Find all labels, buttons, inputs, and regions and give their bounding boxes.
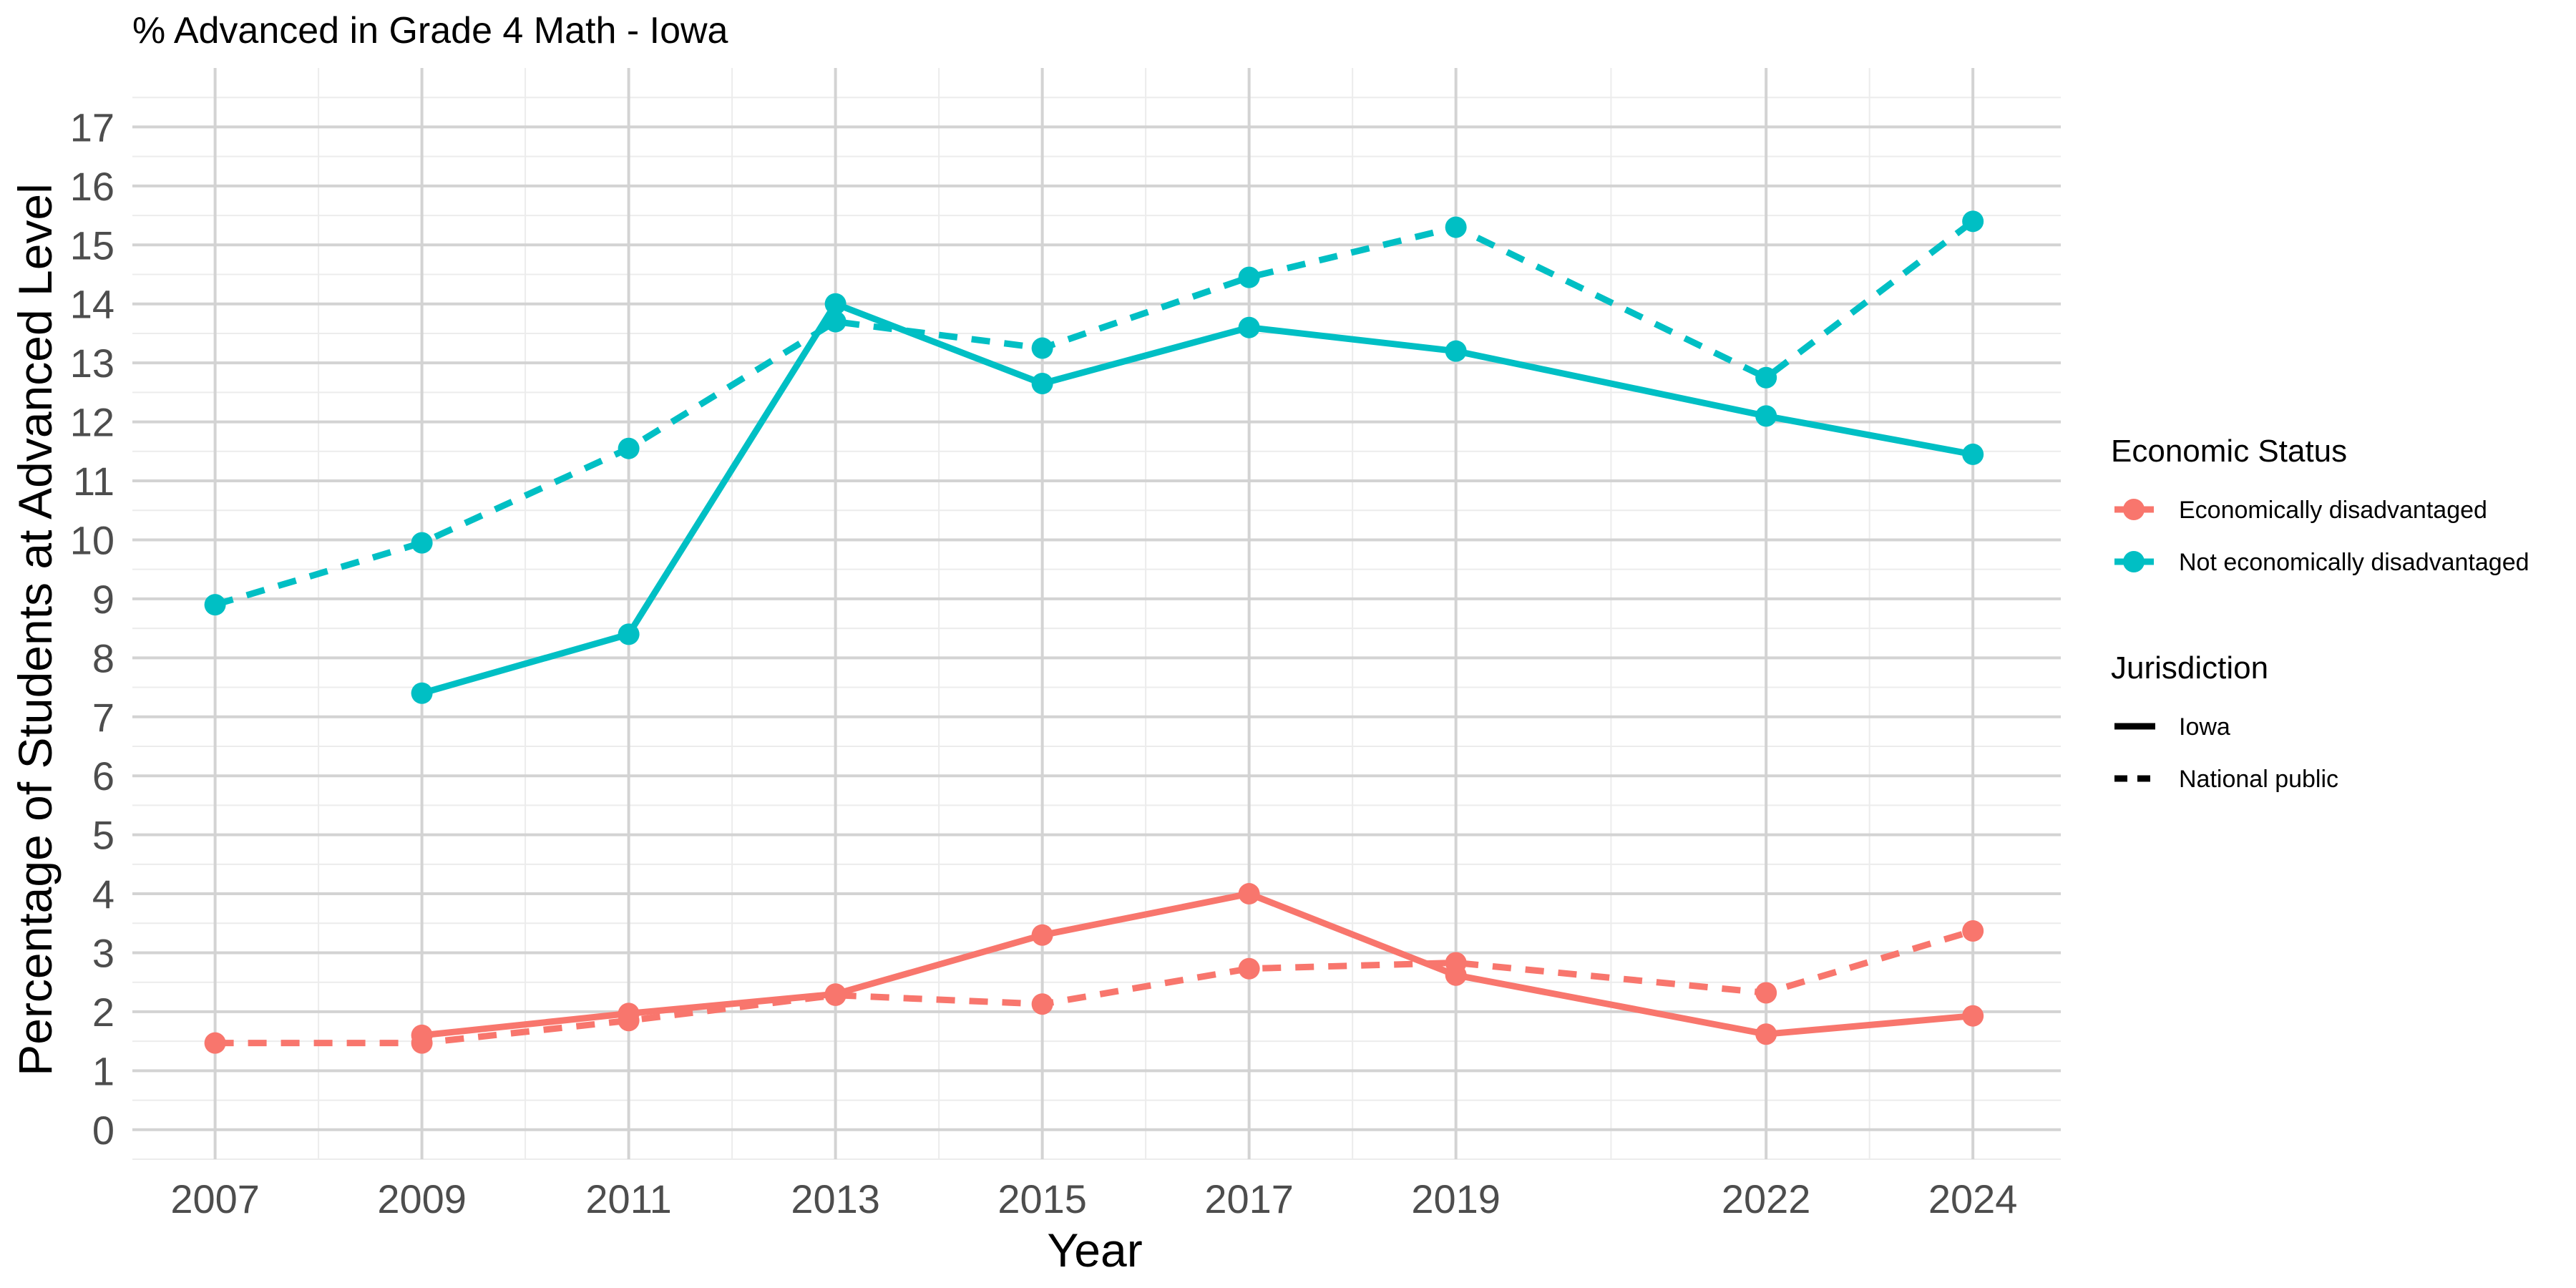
data-point xyxy=(618,1010,640,1032)
y-tick-label: 12 xyxy=(70,400,114,445)
x-tick-label: 2024 xyxy=(1928,1176,2018,1221)
data-point xyxy=(1238,316,1260,338)
x-tick-label: 2007 xyxy=(170,1176,260,1221)
y-tick-label: 17 xyxy=(70,104,114,150)
data-point xyxy=(1238,266,1260,288)
data-point xyxy=(204,594,226,616)
y-tick-label: 13 xyxy=(70,341,114,386)
y-tick-label: 0 xyxy=(92,1108,114,1153)
legend-title-economic-status: Economic Status xyxy=(2111,434,2347,469)
x-axis-ticks: 2007 2009 2011 2013 2015 2017 2019 2022 2024 xyxy=(170,1176,2017,1221)
y-tick-label: 10 xyxy=(70,517,114,562)
y-tick-label: 15 xyxy=(70,223,114,268)
data-point xyxy=(618,437,640,459)
y-tick-label: 6 xyxy=(92,753,114,799)
x-tick-label: 2009 xyxy=(377,1176,467,1221)
y-tick-label: 9 xyxy=(92,577,114,622)
series-line xyxy=(421,301,1974,697)
legend-linetype-label: National public xyxy=(2179,766,2338,793)
data-point xyxy=(1962,919,1984,942)
x-axis-title: Year xyxy=(1047,1224,1142,1277)
y-tick-label: 2 xyxy=(92,990,114,1035)
x-tick-label: 2019 xyxy=(1411,1176,1501,1221)
y-tick-label: 11 xyxy=(73,459,114,504)
major-gridlines xyxy=(132,68,2061,1159)
y-tick-label: 5 xyxy=(92,813,114,858)
minor-gridlines xyxy=(132,68,2061,1160)
data-point xyxy=(1755,982,1777,1004)
data-point xyxy=(1031,337,1053,359)
data-point xyxy=(1962,210,1984,233)
data-point xyxy=(411,682,433,704)
x-tick-label: 2013 xyxy=(791,1176,880,1221)
series-line xyxy=(421,890,1974,1039)
y-axis-title: Percentage of Students at Advanced Level xyxy=(9,183,62,1076)
data-point xyxy=(1031,993,1053,1015)
legend-color-label: Economically disadvantaged xyxy=(2179,497,2487,524)
y-tick-label: 7 xyxy=(92,695,114,740)
data-point xyxy=(1755,1023,1777,1045)
legend-linetype-entries: Iowa National public xyxy=(2114,713,2338,793)
y-tick-label: 4 xyxy=(92,872,114,917)
y-tick-label: 14 xyxy=(70,282,114,327)
data-point xyxy=(1445,340,1467,362)
legend-title-jurisdiction: Jurisdiction xyxy=(2111,650,2268,686)
data-point xyxy=(1031,924,1053,946)
x-tick-label: 2022 xyxy=(1722,1176,1811,1221)
x-tick-label: 2015 xyxy=(997,1176,1087,1221)
legend-color-key-dot xyxy=(2123,551,2145,572)
data-point xyxy=(411,532,433,554)
data-point xyxy=(1962,1005,1984,1027)
y-tick-label: 3 xyxy=(92,930,114,975)
data-point xyxy=(824,311,847,333)
y-tick-label: 1 xyxy=(92,1048,114,1093)
data-point xyxy=(618,623,640,645)
x-tick-label: 2011 xyxy=(585,1176,671,1221)
data-point xyxy=(411,1032,433,1054)
data-point xyxy=(1445,952,1467,974)
series-layer xyxy=(204,210,1984,1054)
data-point xyxy=(204,1032,226,1054)
y-tick-label: 8 xyxy=(92,635,114,680)
data-point xyxy=(1755,366,1777,389)
data-point xyxy=(824,293,847,315)
chart-title: % Advanced in Grade 4 Math - Iowa xyxy=(132,10,728,52)
legend-color-label: Not economically disadvantaged xyxy=(2179,549,2529,576)
legend-linetype-label: Iowa xyxy=(2179,713,2230,741)
legend: Economic Status Economically disadvantag… xyxy=(2111,434,2529,793)
data-point xyxy=(1962,443,1984,465)
y-tick-label: 16 xyxy=(70,164,114,209)
data-point xyxy=(1238,957,1260,980)
legend-color-key-dot xyxy=(2123,499,2145,520)
data-point xyxy=(1755,405,1777,427)
data-point xyxy=(1238,883,1260,905)
x-tick-label: 2017 xyxy=(1204,1176,1294,1221)
data-point xyxy=(824,984,847,1006)
data-point xyxy=(1031,373,1053,395)
legend-color-entries: Economically disadvantaged Not economical… xyxy=(2114,497,2529,576)
data-point xyxy=(1445,216,1467,238)
